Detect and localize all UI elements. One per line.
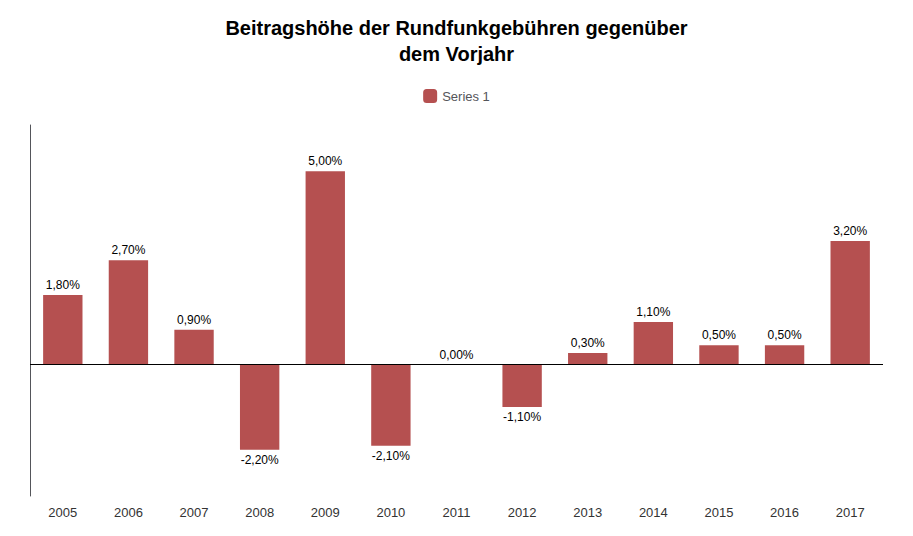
svg-text:0,00%: 0,00%: [439, 348, 473, 362]
svg-text:2011: 2011: [443, 505, 471, 520]
svg-text:2,70%: 2,70%: [111, 243, 145, 257]
svg-text:1,80%: 1,80%: [46, 278, 80, 292]
svg-text:3,20%: 3,20%: [833, 224, 867, 238]
svg-text:2007: 2007: [180, 505, 209, 520]
svg-text:0,50%: 0,50%: [702, 328, 736, 342]
svg-text:0,50%: 0,50%: [768, 328, 802, 342]
svg-text:-2,20%: -2,20%: [241, 453, 279, 467]
svg-text:2013: 2013: [573, 505, 602, 520]
svg-text:2016: 2016: [770, 505, 799, 520]
svg-text:Series 1: Series 1: [442, 89, 490, 104]
svg-text:2010: 2010: [376, 505, 405, 520]
svg-text:0,90%: 0,90%: [177, 313, 211, 327]
svg-text:2012: 2012: [508, 505, 537, 520]
svg-text:2006: 2006: [114, 505, 143, 520]
svg-text:2015: 2015: [705, 505, 734, 520]
svg-text:Beitragshöhe der Rundfunkgebüh: Beitragshöhe der Rundfunkgebühren gegenü…: [225, 17, 687, 39]
svg-text:2008: 2008: [245, 505, 274, 520]
svg-text:2005: 2005: [48, 505, 77, 520]
svg-text:dem Vorjahr: dem Vorjahr: [399, 43, 514, 65]
svg-text:0,30%: 0,30%: [571, 336, 605, 350]
svg-text:-2,10%: -2,10%: [372, 449, 410, 463]
svg-text:1,10%: 1,10%: [636, 305, 670, 319]
svg-text:2009: 2009: [311, 505, 340, 520]
svg-text:-1,10%: -1,10%: [503, 410, 541, 424]
svg-text:2017: 2017: [836, 505, 865, 520]
svg-text:5,00%: 5,00%: [308, 154, 342, 168]
svg-text:2014: 2014: [639, 505, 668, 520]
